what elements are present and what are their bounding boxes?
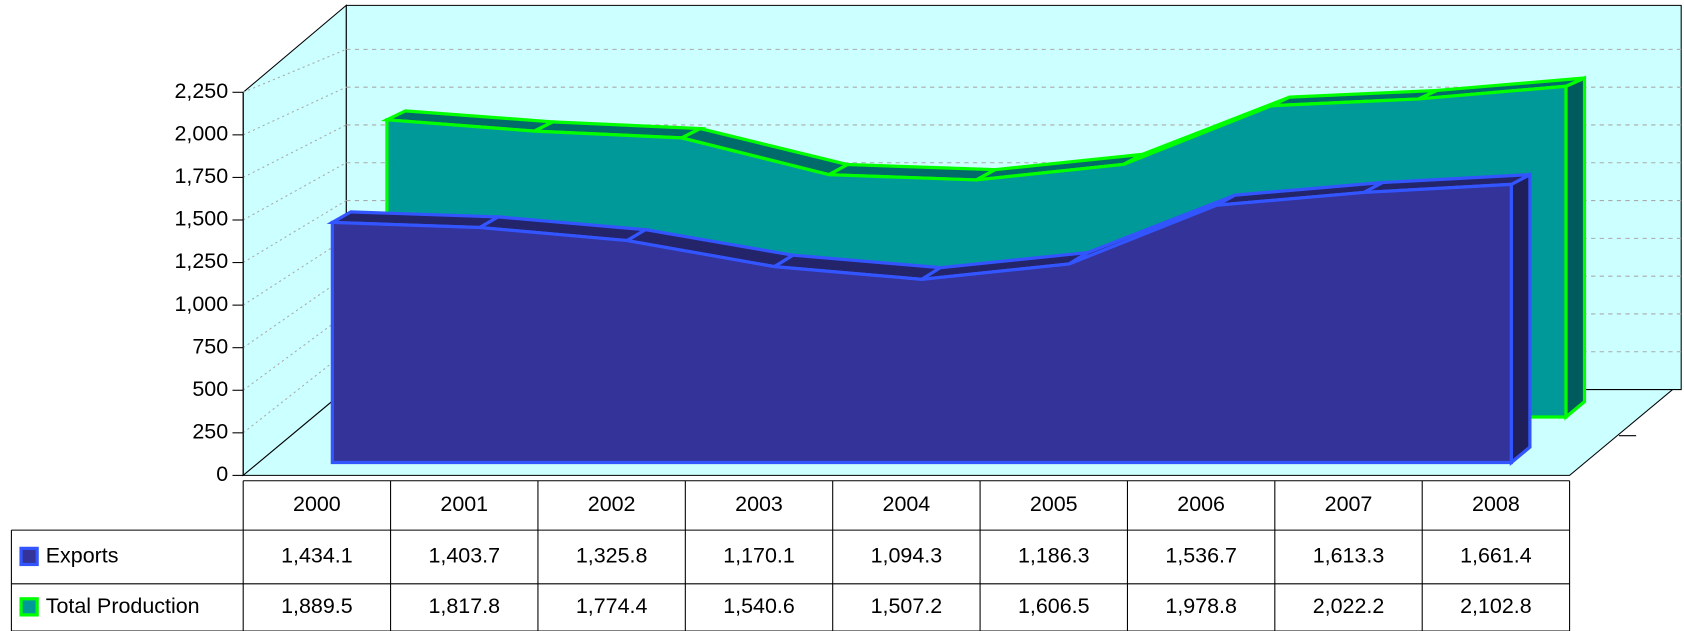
x-tick-label: 2000 — [293, 492, 341, 516]
x-tick-label: 2002 — [588, 492, 636, 516]
table-value: 1,661.4 — [1460, 544, 1532, 568]
x-tick-label: 2004 — [883, 492, 931, 516]
legend-label: Total Production — [46, 594, 200, 618]
x-tick-label: 2001 — [440, 492, 488, 516]
x-tick-label: 2008 — [1472, 492, 1520, 516]
x-tick-label: 2006 — [1177, 492, 1225, 516]
x-tick-label: 2007 — [1325, 492, 1373, 516]
grid-line — [242, 237, 347, 306]
table-value: 1,403.7 — [428, 544, 500, 568]
table-value: 1,507.2 — [871, 594, 943, 618]
grid-line — [242, 162, 347, 221]
area-side — [1564, 75, 1587, 421]
table-value: 1,536.7 — [1165, 544, 1237, 568]
table-value: 1,889.5 — [281, 594, 353, 618]
table-value: 1,186.3 — [1018, 544, 1090, 568]
table-value: 2,022.2 — [1313, 594, 1385, 618]
table-value: 1,434.1 — [281, 544, 353, 568]
table-value: 1,094.3 — [871, 544, 943, 568]
y-tick-label: 500 — [192, 377, 228, 401]
legend-swatch — [19, 597, 39, 617]
y-tick-label: 1,750 — [174, 164, 228, 188]
y-tick-label: 750 — [192, 334, 228, 358]
table-value: 2,102.8 — [1460, 594, 1532, 618]
legend-swatch — [19, 546, 39, 567]
legend-label: Exports — [46, 544, 119, 568]
grid-line — [242, 351, 347, 434]
x-tick-label: 2003 — [735, 492, 783, 516]
table-value: 1,774.4 — [576, 594, 648, 618]
table-value: 1,170.1 — [723, 544, 795, 568]
table-value: 1,613.3 — [1313, 544, 1385, 568]
table-value: 1,325.8 — [576, 544, 648, 568]
grid-line — [242, 200, 347, 264]
grid-line — [242, 48, 347, 93]
x-tick-label: 2005 — [1030, 492, 1078, 516]
table-value: 1,978.8 — [1165, 594, 1237, 618]
table-value: 1,540.6 — [723, 594, 795, 618]
table-value: 1,817.8 — [428, 594, 500, 618]
table-value: 1,606.5 — [1018, 594, 1090, 618]
y-tick-label: 1,250 — [174, 249, 228, 273]
y-tick-label: 250 — [192, 420, 228, 444]
area — [330, 182, 1513, 465]
y-tick-label: 0 — [216, 462, 228, 486]
area-side — [1509, 171, 1532, 466]
y-tick-label: 1,500 — [174, 207, 228, 231]
y-tick-label: 2,000 — [174, 122, 228, 146]
y-tick-label: 1,000 — [174, 292, 228, 316]
y-tick-label: 2,250 — [174, 79, 228, 103]
